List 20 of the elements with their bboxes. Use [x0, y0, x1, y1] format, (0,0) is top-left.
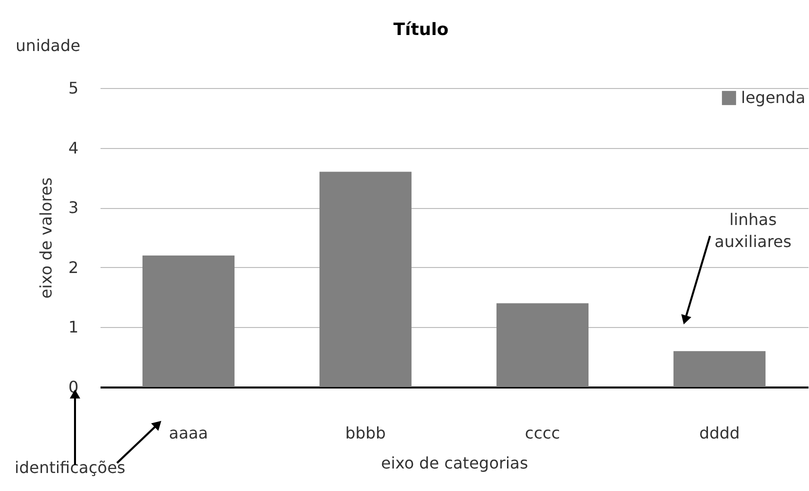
- y-tick-label: 4: [68, 138, 78, 158]
- annotation: linhas auxiliares: [714, 210, 792, 251]
- y-tick-label: 5: [68, 78, 78, 98]
- x-tick-label: bbbb: [345, 424, 386, 442]
- text: unidade: [16, 36, 80, 55]
- y-tick-label: 1: [68, 318, 78, 337]
- bar: [319, 172, 412, 387]
- y-tick-label: 3: [68, 198, 78, 218]
- bar: [142, 255, 235, 387]
- x-axis-title: eixo de categorias: [380, 454, 528, 472]
- bar: [673, 351, 766, 387]
- bar: [496, 303, 589, 387]
- y-tick-label: 2: [68, 258, 78, 277]
- x-tick-label: aaaa: [168, 424, 208, 442]
- x-tick-label: cccc: [524, 424, 560, 442]
- chart-title: Título: [393, 20, 449, 40]
- x-tick-label: dddd: [699, 424, 740, 442]
- text: identificações: [14, 458, 126, 477]
- legend-label: legenda: [741, 88, 806, 107]
- y-axis-title: eixo de valores: [36, 177, 56, 299]
